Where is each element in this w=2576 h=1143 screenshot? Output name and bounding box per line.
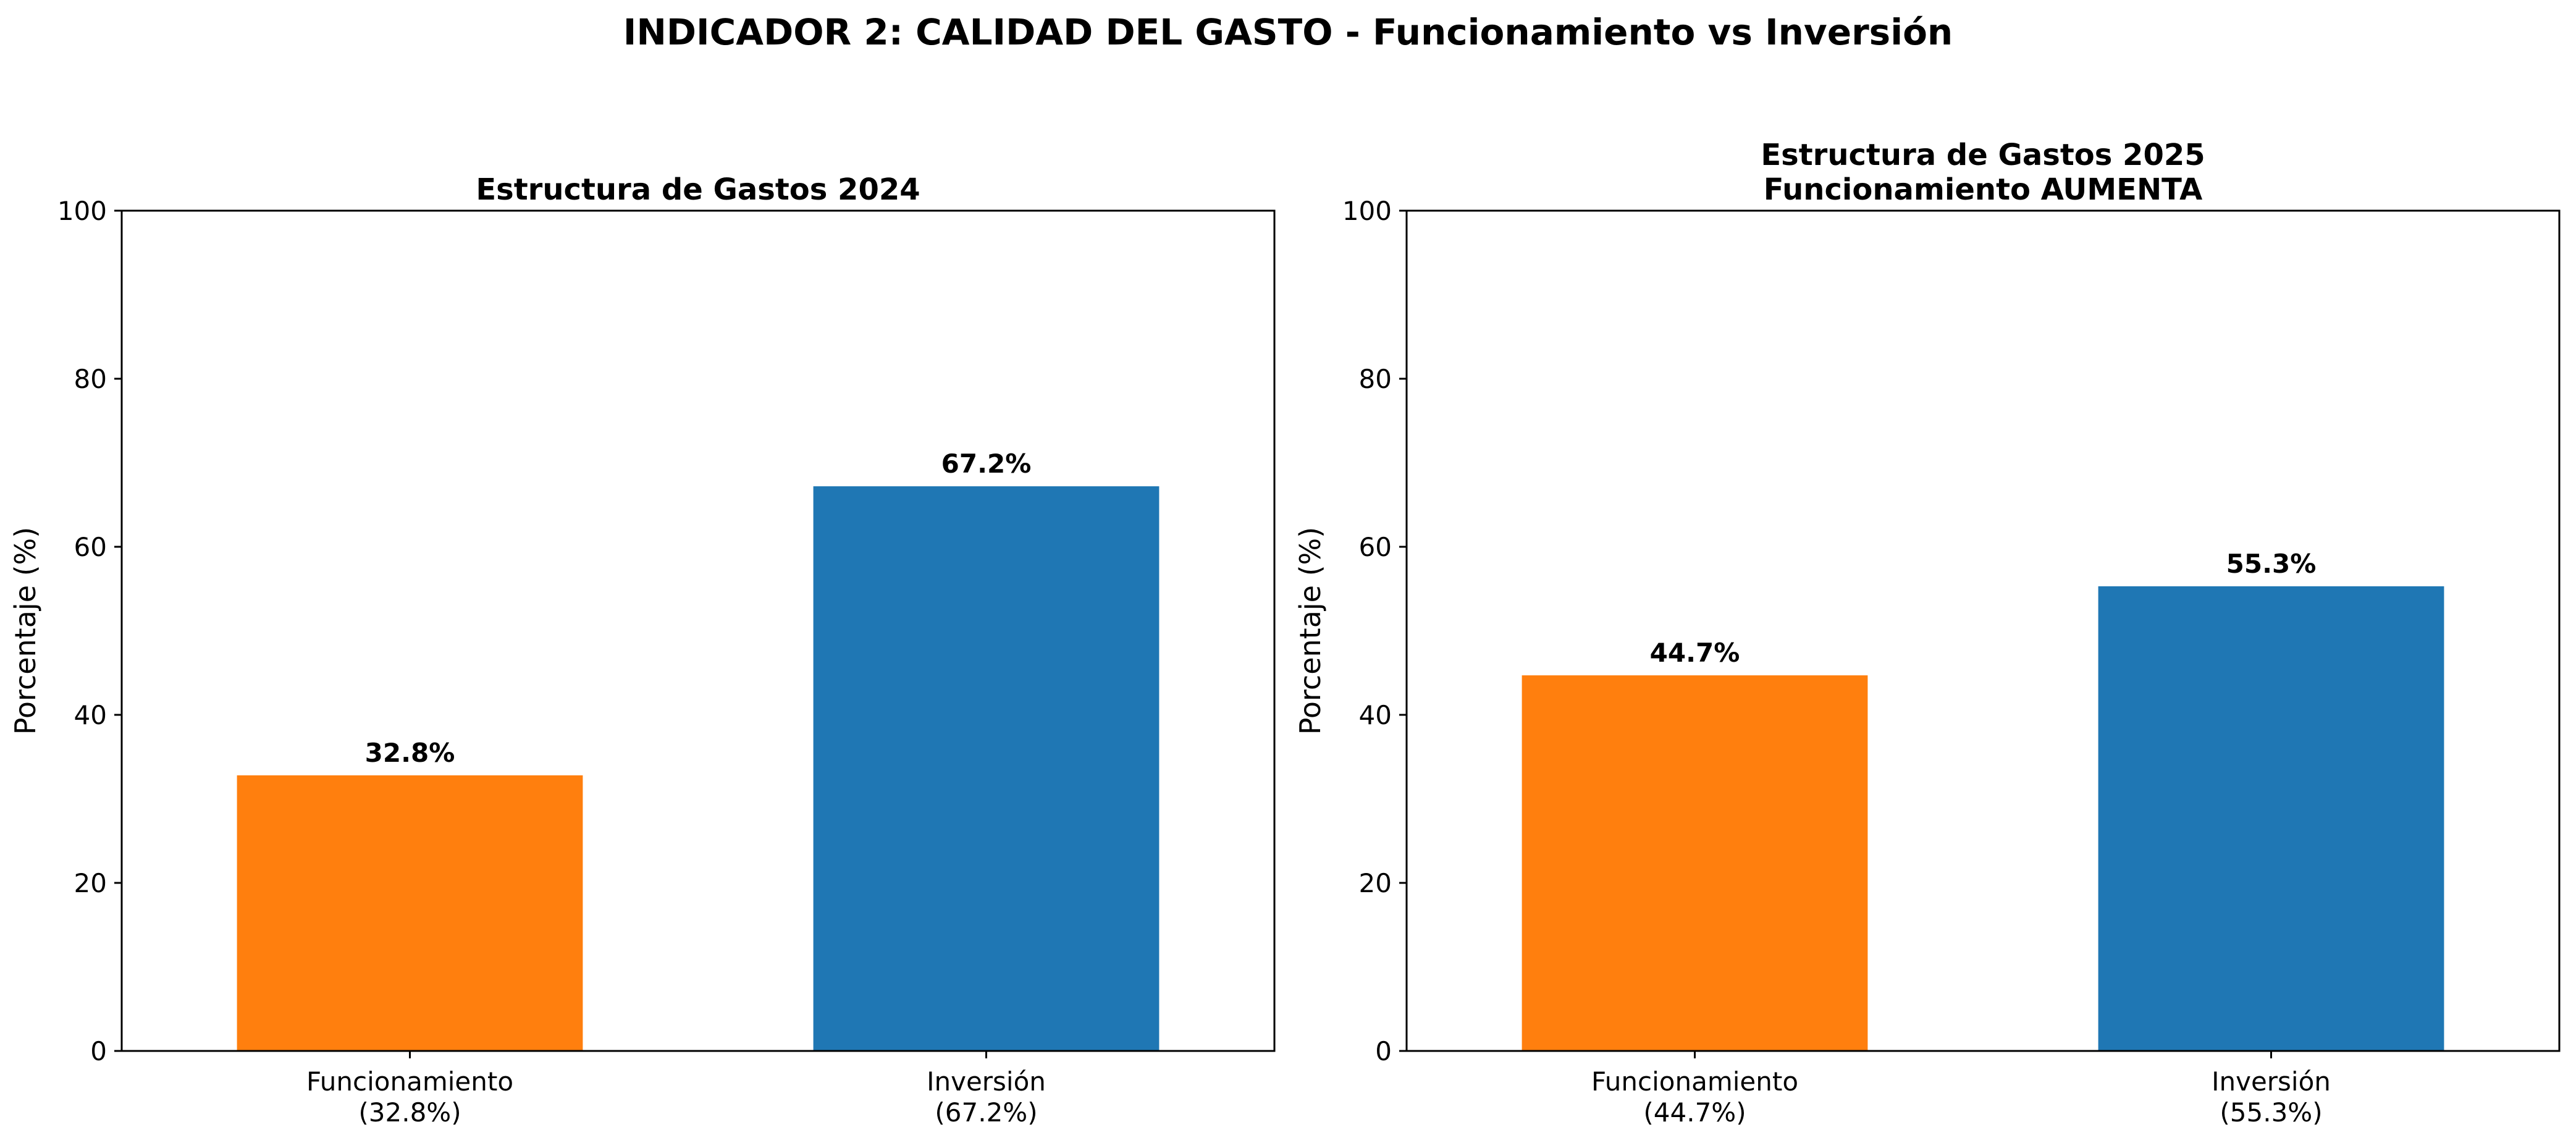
y-tick-label: 100	[1342, 196, 1392, 226]
bar-value-label: 44.7%	[1650, 638, 1740, 668]
x-tick-label: Inversión	[2212, 1066, 2331, 1097]
panel-title: Funcionamiento AUMENTA	[1764, 172, 2203, 207]
bar	[813, 486, 1160, 1051]
y-tick-label: 100	[57, 196, 107, 226]
bar	[2098, 586, 2444, 1051]
x-tick-label: (32.8%)	[358, 1097, 461, 1128]
figure-suptitle: INDICADOR 2: CALIDAD DEL GASTO - Funcion…	[623, 11, 1953, 53]
x-tick-label: Funcionamiento	[1591, 1066, 1798, 1097]
axes-frame	[1405, 209, 2561, 1052]
bar-value-label: 55.3%	[2226, 549, 2317, 579]
x-tick-label: Funcionamiento	[306, 1066, 513, 1097]
y-tick-label: 60	[74, 532, 107, 562]
y-axis-label: Porcentaje (%)	[9, 527, 42, 735]
x-tick-label: Inversión	[927, 1066, 1046, 1097]
y-tick-label: 0	[90, 1036, 107, 1066]
chart-panel-1: Estructura de Gastos 2024 32.8% Funcionami…	[9, 172, 1276, 1128]
y-tick-label: 20	[1359, 868, 1392, 898]
axes-frame	[120, 209, 1276, 1052]
x-tick-label: (67.2%)	[935, 1097, 1037, 1128]
bar	[237, 775, 583, 1051]
y-tick-label: 80	[74, 364, 107, 394]
bar-value-label: 32.8%	[365, 738, 455, 768]
y-tick-label: 40	[74, 700, 107, 730]
panel-title: Estructura de Gastos 2025	[1761, 138, 2205, 172]
x-tick-label: (44.7%)	[1643, 1097, 1746, 1128]
y-tick-label: 60	[1359, 532, 1392, 562]
chart-panel-2: Estructura de Gastos 2025Funcionamiento …	[1294, 138, 2561, 1128]
bar	[1522, 675, 1868, 1051]
y-tick-label: 20	[74, 868, 107, 898]
y-tick-label: 40	[1359, 700, 1392, 730]
x-tick-label: (55.3%)	[2220, 1097, 2322, 1128]
bar-value-label: 67.2%	[941, 449, 1032, 479]
y-tick-label: 0	[1375, 1036, 1392, 1066]
y-tick-label: 80	[1359, 364, 1392, 394]
y-axis-label: Porcentaje (%)	[1294, 527, 1327, 735]
panel-title: Estructura de Gastos 2024	[476, 172, 920, 207]
